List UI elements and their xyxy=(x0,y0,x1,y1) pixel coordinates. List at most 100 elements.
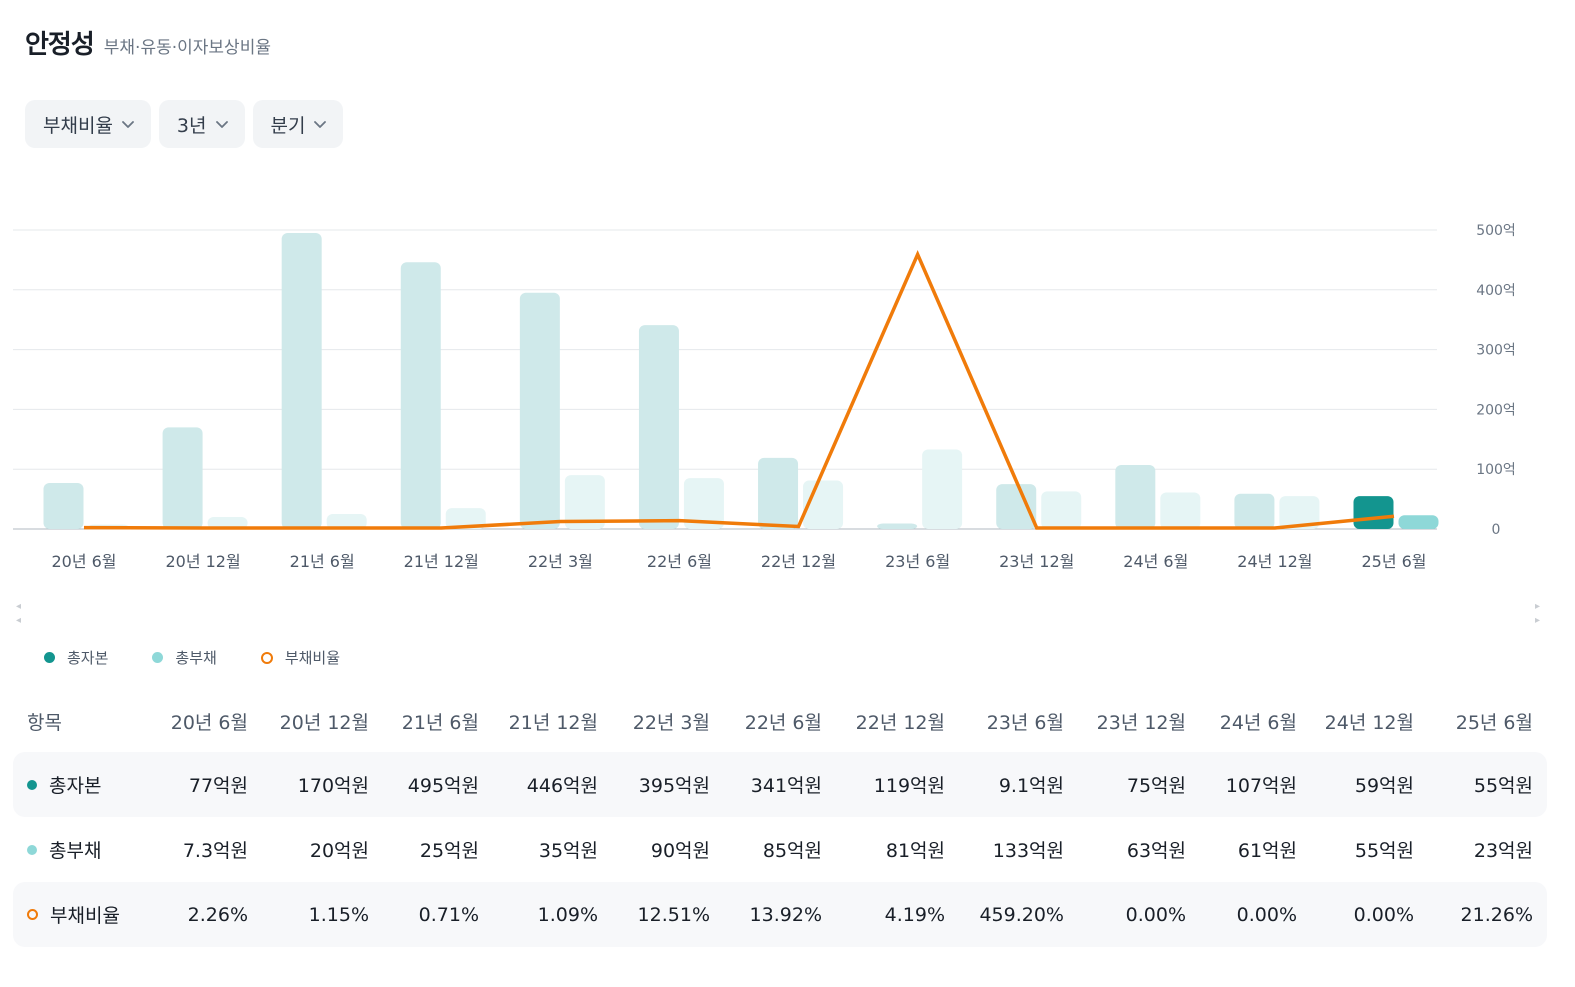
table-column-header: 24년 12월 xyxy=(1324,711,1414,734)
bar-total-capital xyxy=(281,232,322,530)
section-subtitle: 부채·유동·이자보상비율 xyxy=(103,38,271,58)
row-label-debt: 총부채 xyxy=(13,836,150,863)
table-cell: 21.26% xyxy=(1460,903,1533,926)
table-row-ratio: 부채비율 2.26% 1.15% 0.71% 1.09% 12.51% 13.92% 4.1… xyxy=(13,882,1547,947)
x-tick-label: 24년 12월 xyxy=(1237,552,1312,571)
x-tick-label: 25년 6월 xyxy=(1361,552,1426,571)
table-cell: 341억원 xyxy=(750,775,822,797)
interval-dropdown[interactable]: 분기 xyxy=(252,100,344,148)
data-table: 항목 20년 6월 20년 12월 21년 6월 21년 12월 22년 3월 22년 6… xyxy=(13,690,1547,947)
bar-total-capital xyxy=(400,262,441,529)
table-cell: 7.3억원 xyxy=(182,840,248,862)
table-column-header: 22년 12월 xyxy=(855,711,945,734)
table-cell: 13.92% xyxy=(749,903,822,926)
table-column-header: 23년 6월 xyxy=(986,711,1064,734)
table-cell: 170억원 xyxy=(297,775,369,797)
x-tick-label: 24년 6월 xyxy=(1123,552,1188,571)
bar-total-debt xyxy=(564,475,605,529)
table-column-header: 21년 12월 xyxy=(508,711,598,734)
y-tick-label: 0 xyxy=(1492,522,1501,538)
table-column-header: 25년 6월 xyxy=(1455,711,1533,734)
ratio-ring-icon xyxy=(27,909,38,920)
interval-dropdown-label: 분기 xyxy=(270,114,306,137)
table-column-header: 20년 12월 xyxy=(279,711,369,734)
y-tick-label: 500억 xyxy=(1476,223,1516,239)
bar-total-capital xyxy=(996,484,1037,529)
scroll-right-arrows[interactable]: ▸ ▸ xyxy=(1535,601,1541,626)
row-cells: 2.26% 1.15% 0.71% 1.09% 12.51% 13.92% 4.19% 459… xyxy=(150,904,1534,926)
table-cell: 107억원 xyxy=(1225,775,1297,797)
y-tick-label: 400억 xyxy=(1476,283,1516,299)
table-head-label: 항목 xyxy=(13,708,150,735)
x-tick-label: 20년 12월 xyxy=(165,552,240,571)
table-column-header: 21년 6월 xyxy=(401,711,479,734)
bar-total-debt xyxy=(1398,515,1439,529)
scroll-left-arrows[interactable]: ◂ ◂ xyxy=(16,601,22,626)
bar-total-debt xyxy=(922,449,963,529)
bar-total-capital xyxy=(638,325,679,529)
table-cell: 59억원 xyxy=(1354,775,1414,797)
table-cell: 35억원 xyxy=(538,840,598,862)
chart-legend: 총자본 총부채 부채비율 xyxy=(44,647,340,668)
table-cell: 2.26% xyxy=(187,903,248,926)
table-cell: 0.00% xyxy=(1353,903,1414,926)
metric-dropdown[interactable]: 부채비율 xyxy=(25,100,151,148)
bar-total-capital xyxy=(162,427,203,529)
section-title: 안정성 xyxy=(25,30,95,60)
legend-ring-icon xyxy=(260,651,273,664)
metric-dropdown-label: 부채비율 xyxy=(43,114,113,137)
table-cell: 55억원 xyxy=(1473,775,1533,797)
x-tick-label: 23년 12월 xyxy=(999,552,1074,571)
x-tick-label: 21년 6월 xyxy=(290,552,355,571)
row-label-ratio: 부채비율 xyxy=(13,901,150,928)
period-dropdown-label: 3년 xyxy=(176,114,207,137)
table-cell: 9.1억원 xyxy=(998,775,1064,797)
table-cell: 55억원 xyxy=(1354,840,1414,862)
table-column-header: 22년 3월 xyxy=(632,711,710,734)
x-tick-label: 20년 6월 xyxy=(51,552,116,571)
table-cell: 81억원 xyxy=(885,840,945,862)
table-cell: 1.15% xyxy=(308,903,369,926)
legend-label: 총자본 xyxy=(67,649,109,667)
x-tick-label: 23년 6월 xyxy=(885,552,950,571)
table-cell: 119억원 xyxy=(873,775,945,797)
bar-total-capital xyxy=(877,523,918,529)
table-column-header: 24년 6월 xyxy=(1219,711,1297,734)
period-dropdown[interactable]: 3년 xyxy=(158,100,245,148)
bar-total-debt xyxy=(207,517,248,529)
table-cell: 90억원 xyxy=(650,840,710,862)
legend-item-capital: 총자본 xyxy=(44,647,108,668)
x-tick-label: 21년 12월 xyxy=(404,552,479,571)
table-cell: 25억원 xyxy=(419,840,479,862)
bar-total-capital xyxy=(519,292,560,529)
debt-dot-icon xyxy=(27,844,37,855)
row-label-text: 총자본 xyxy=(49,775,102,797)
table-header-row: 항목 20년 6월 20년 12월 21년 6월 21년 12월 22년 3월 22년 6… xyxy=(13,690,1547,752)
bar-total-debt xyxy=(1160,492,1201,529)
table-column-header: 20년 6월 xyxy=(170,711,248,734)
table-cell: 495억원 xyxy=(407,775,479,797)
legend-label: 부채비율 xyxy=(284,649,341,667)
table-head-cells: 20년 6월 20년 12월 21년 6월 21년 12월 22년 3월 22년 6월 22… xyxy=(150,708,1534,735)
row-label-text: 부채비율 xyxy=(50,905,120,927)
table-cell: 4.19% xyxy=(884,903,945,926)
bar-total-debt xyxy=(683,478,724,529)
bar-total-debt xyxy=(1041,491,1082,529)
filter-bar: 부채비율 3년 분기 xyxy=(25,100,344,148)
bar-total-capital xyxy=(43,482,84,529)
legend-item-debt: 총부채 xyxy=(152,647,217,668)
bar-total-debt xyxy=(326,514,367,529)
bar-total-debt xyxy=(445,508,486,529)
y-tick-label: 100억 xyxy=(1476,462,1516,478)
line-debt-ratio xyxy=(83,250,1395,530)
table-cell: 61억원 xyxy=(1237,840,1297,862)
table-cell: 77억원 xyxy=(188,775,248,797)
y-tick-label: 200억 xyxy=(1476,402,1516,418)
capital-dot-icon xyxy=(27,779,37,790)
row-label-capital: 총자본 xyxy=(13,771,150,798)
row-cells: 7.3억원 20억원 25억원 35억원 90억원 85억원 81억원 133억원 63억원 61… xyxy=(150,836,1534,863)
bar-total-capital xyxy=(1353,496,1394,529)
section-header: 안정성 부채·유동·이자보상비율 xyxy=(25,24,271,61)
table-row-debt: 총부채 7.3억원 20억원 25억원 35억원 90억원 85억원 81억원 133억원 63… xyxy=(13,817,1547,882)
bar-total-capital xyxy=(1234,493,1275,529)
